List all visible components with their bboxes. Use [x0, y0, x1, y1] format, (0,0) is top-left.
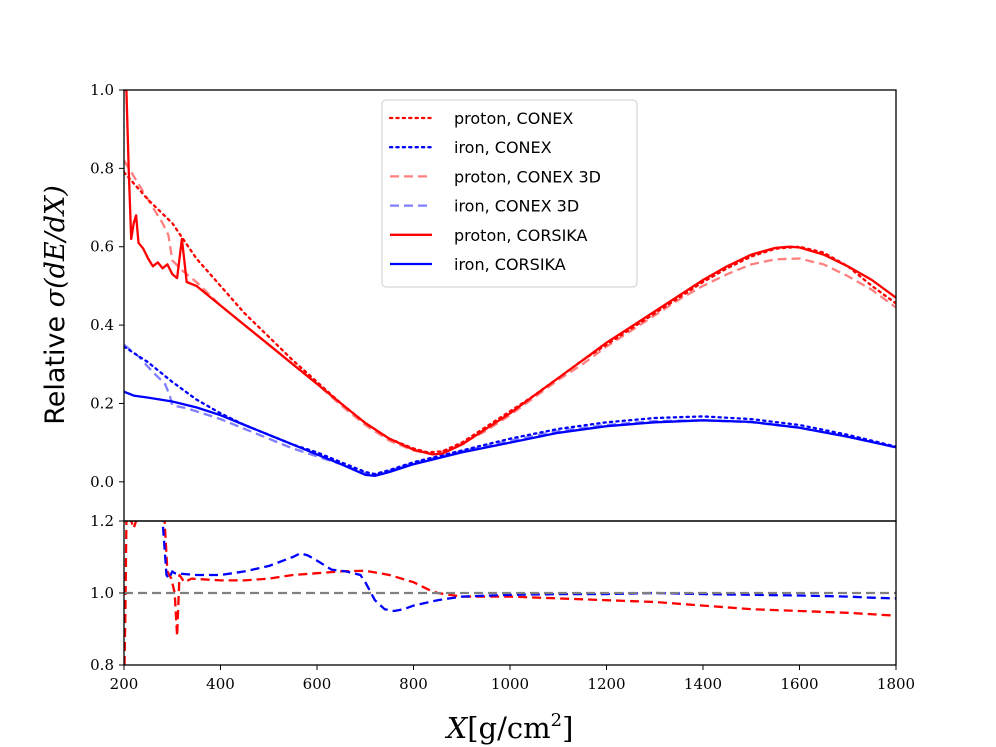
legend-label-iron-corsika: iron, CORSIKA [454, 255, 566, 274]
x-axis-label-close: ] [562, 711, 573, 745]
legend-label-proton-corsika: proton, CORSIKA [454, 226, 588, 245]
bottom-series-proton-ratio [124, 521, 896, 665]
top-y-tick-label: 0.8 [90, 159, 114, 177]
top-y-tick-label: 0.0 [90, 473, 114, 491]
y-axis-label-word: Relative [40, 307, 71, 424]
axis-ticks: 200 400 600 800 1000 1200 1400 1600 1800 0.0 0.2 0.… [90, 81, 915, 693]
top-series-proton-corsika [124, 90, 896, 456]
legend-label-proton-conex: proton, CONEX [454, 109, 573, 128]
x-tick-label: 200 [110, 675, 139, 693]
x-axis-label-var: X [445, 711, 469, 745]
x-tick-label: 600 [303, 675, 332, 693]
x-axis-label-sup: 2 [551, 710, 562, 731]
legend: proton, CONEX iron, CONEX proton, CONEX 3D… [381, 99, 638, 288]
x-tick-label: 1600 [780, 675, 818, 693]
x-tick-label: 1400 [684, 675, 722, 693]
top-y-tick-label: 1.0 [90, 81, 114, 99]
x-axis-label-unit: [g/cm [467, 711, 550, 745]
legend-label-proton-conex-3d: proton, CONEX 3D [454, 167, 601, 186]
top-y-tick-label: 0.6 [90, 238, 114, 256]
top-y-tick-label: 0.4 [90, 316, 114, 334]
legend-label-iron-conex-3d: iron, CONEX 3D [454, 197, 579, 216]
y-axis-label-math: σ(dE/dX) [40, 185, 71, 307]
bottom-y-tick-label: 0.8 [90, 656, 114, 674]
x-tick-label: 400 [206, 675, 235, 693]
x-tick-label: 800 [399, 675, 428, 693]
top-series-iron-corsika [124, 390, 896, 478]
x-axis-label: X[g/cm2] [445, 710, 574, 745]
x-tick-label: 1200 [587, 675, 625, 693]
top-panel-lines [124, 90, 896, 478]
bottom-y-tick-label: 1.2 [90, 512, 114, 530]
bottom-panel-lines [124, 521, 896, 665]
bottom-y-tick-label: 1.0 [90, 584, 114, 602]
y-axis-label: Relative σ(dE/dX) [40, 185, 71, 425]
top-series-iron-conex-3d [124, 343, 896, 476]
top-y-tick-label: 0.2 [90, 394, 114, 412]
x-tick-label: 1000 [491, 675, 529, 693]
top-series-proton-conex [124, 171, 896, 454]
top-series-proton-conex-3d [124, 159, 896, 456]
x-tick-label: 1800 [877, 675, 915, 693]
legend-box [381, 99, 638, 288]
legend-label-iron-conex: iron, CONEX [454, 138, 552, 157]
